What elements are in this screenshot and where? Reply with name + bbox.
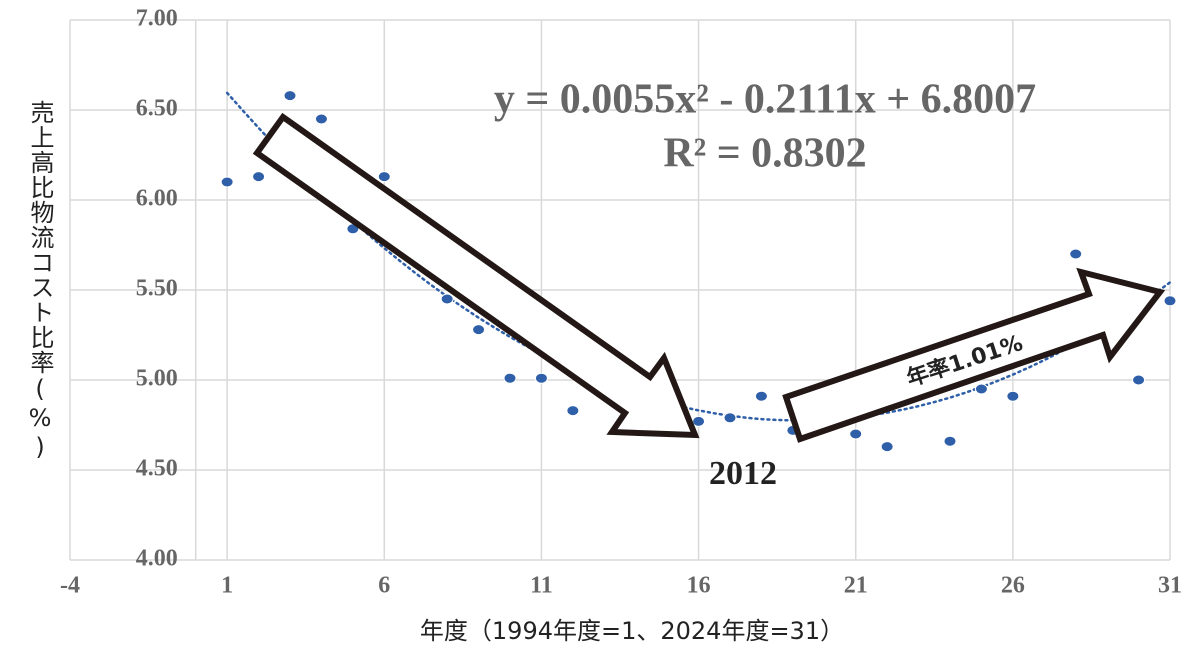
down-arrow (252, 112, 700, 439)
data-point (534, 372, 548, 384)
data-point (974, 383, 988, 395)
data-point (692, 415, 706, 427)
x-axis-title: 年度（1994年度=1、2024年度=31） (420, 617, 844, 645)
data-point (472, 324, 486, 336)
data-point (754, 390, 768, 402)
data-point (880, 441, 894, 453)
data-point (849, 428, 863, 440)
x-tick-label: -4 (60, 573, 80, 599)
y-tick-label: 7.00 (136, 6, 178, 32)
r-squared: R² = 0.8302 (663, 131, 866, 177)
y-axis-title: 売上高比物流コスト比率(%) (26, 100, 54, 462)
data-point (377, 171, 391, 183)
data-point (723, 412, 737, 424)
x-tick-label: 31 (1158, 573, 1182, 599)
y-tick-label: 4.50 (136, 456, 178, 482)
data-point (1006, 390, 1020, 402)
data-point (252, 171, 266, 183)
data-point (283, 90, 297, 102)
trendline (225, 91, 1172, 422)
data-point (314, 113, 328, 125)
y-tick-label: 6.50 (136, 96, 178, 122)
x-tick-label: 26 (1001, 573, 1025, 599)
x-tick-label: 11 (530, 573, 553, 599)
data-point (440, 293, 454, 305)
y-tick-label: 5.50 (136, 276, 178, 302)
y-tick-label: 6.00 (136, 186, 178, 212)
year-annotation: 2012 (709, 455, 777, 492)
x-tick-label: 16 (687, 573, 711, 599)
data-point (503, 372, 517, 384)
x-tick-label: 6 (378, 573, 390, 599)
data-point (220, 176, 234, 188)
data-point (943, 435, 957, 447)
y-tick-label: 4.00 (136, 546, 178, 572)
data-point (1163, 295, 1177, 307)
data-point (1132, 374, 1146, 386)
grid (69, 19, 1171, 561)
data-point (566, 405, 580, 417)
x-tick-label: 21 (844, 573, 868, 599)
x-tick-label: 1 (221, 573, 233, 599)
equation: y = 0.0055x² - 0.2111x + 6.8007 (494, 77, 1036, 123)
up-arrow (782, 267, 1166, 443)
data-point (1069, 248, 1083, 260)
y-tick-label: 5.00 (136, 366, 178, 392)
